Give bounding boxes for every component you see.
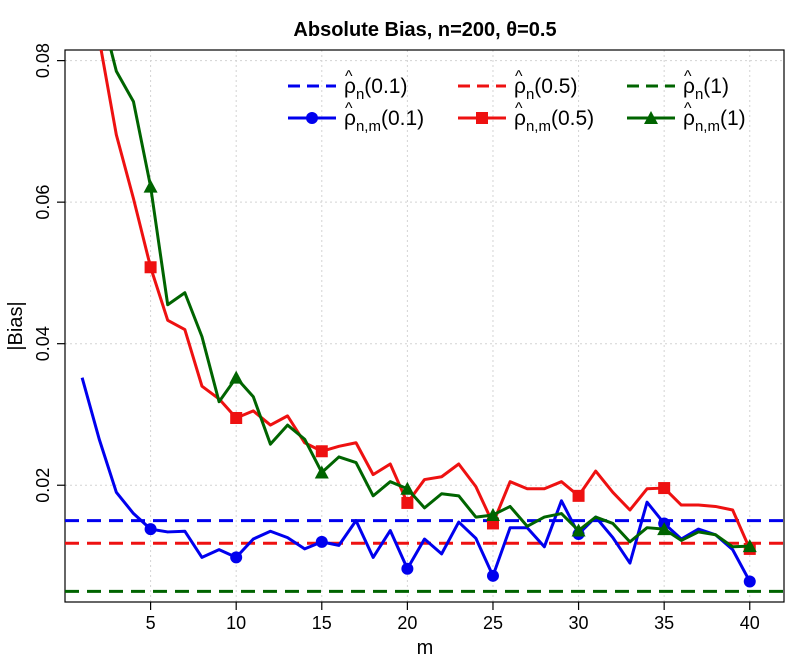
data-point (229, 370, 244, 384)
data-point (658, 482, 671, 495)
y-tick-label: 0.06 (33, 185, 53, 220)
data-point (572, 489, 585, 502)
data-point (144, 523, 157, 536)
series-3 (109, 50, 757, 553)
data-point (400, 481, 415, 495)
axes: 5 10 15 20 25 30 35 40 0.02 0.04 0.06 0.08 (33, 43, 760, 633)
plot-border (64, 49, 785, 603)
legend-hat: ^ (515, 68, 523, 85)
legend: ρn(0.1)^ ρn(0.5)^ ρn(1)^ρn,m(0.1)^ ρn,m(0.5… (288, 68, 746, 135)
series-lines (80, 50, 757, 588)
legend-hat: ^ (684, 68, 692, 85)
x-tick-label: 30 (569, 613, 589, 633)
data-point (230, 412, 243, 424)
y-tick-label: 0.02 (33, 468, 53, 503)
data-point (571, 523, 586, 537)
y-tick-label: 0.04 (33, 326, 53, 361)
x-axis-label: m (417, 637, 434, 659)
legend-label: ρn,m(0.5) (514, 107, 594, 135)
data-point (401, 496, 414, 509)
data-point (314, 465, 329, 479)
data-point (315, 535, 328, 548)
data-point (485, 507, 500, 521)
data-point (657, 522, 672, 536)
x-tick-label: 5 (146, 613, 156, 633)
x-tick-label: 25 (483, 613, 503, 633)
series-line-2 (99, 50, 752, 550)
data-point (230, 551, 243, 564)
y-axis-label: |Bias| (5, 301, 27, 350)
legend-hat: ^ (345, 68, 353, 85)
legend-marker (476, 112, 488, 124)
legend-label: ρn,m(0.1) (344, 107, 424, 135)
legend-hat: ^ (345, 100, 353, 117)
series-line-3 (109, 50, 750, 549)
data-point (143, 179, 158, 193)
grid (65, 50, 784, 602)
legend-marker (644, 111, 658, 124)
data-point (742, 539, 757, 553)
legend-label: ρn,m(1) (683, 107, 746, 135)
series-line-1 (80, 377, 752, 583)
legend-label: ρn(1) (683, 75, 729, 103)
legend-label: ρn(0.1) (344, 75, 407, 103)
data-point (144, 261, 157, 274)
data-point (315, 445, 328, 458)
x-tick-label: 40 (740, 613, 760, 633)
chart-title: Absolute Bias, n=200, θ=0.5 (293, 19, 556, 41)
legend-marker (306, 112, 318, 124)
y-tick-label: 0.08 (33, 43, 53, 78)
legend-hat: ^ (515, 100, 523, 117)
legend-hat: ^ (684, 100, 692, 117)
x-tick-label: 35 (654, 613, 674, 633)
series-1 (80, 377, 756, 588)
x-tick-label: 15 (312, 613, 332, 633)
x-tick-label: 10 (226, 613, 246, 633)
data-point (743, 575, 756, 588)
data-point (486, 569, 499, 582)
data-point (401, 562, 414, 575)
x-tick-label: 20 (397, 613, 417, 633)
legend-label: ρn(0.5) (514, 75, 577, 103)
